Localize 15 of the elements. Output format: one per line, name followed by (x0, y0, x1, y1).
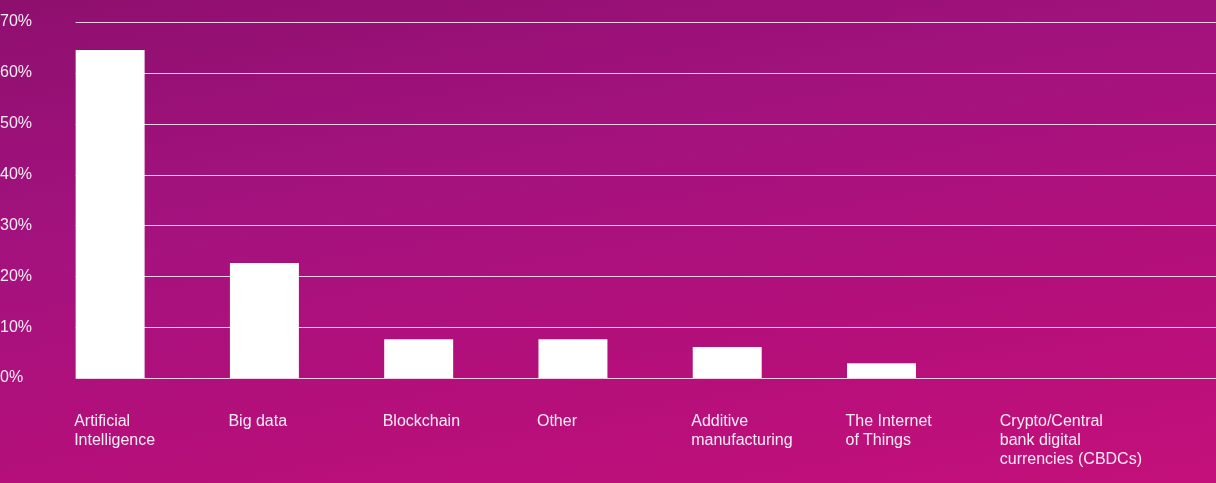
y-tick-label: 50% (0, 114, 33, 132)
y-tick-label: 10% (0, 317, 33, 335)
y-tick-label: 0% (0, 368, 24, 386)
x-tick-label: Blockchain (382, 412, 461, 430)
x-tick-label: The Internet of Things (845, 412, 933, 449)
x-tick-label: Artificial Intelligence (74, 412, 156, 449)
y-tick-label: 20% (0, 266, 33, 284)
x-tick-label: Big data (228, 412, 288, 430)
x-tick-label: Other (536, 412, 578, 430)
y-tick-label: 30% (0, 215, 33, 233)
x-tick-label: Additive manufacturing (691, 412, 793, 449)
x-tick-label: Crypto/Central bank digital currencies (CBDCs) (999, 412, 1143, 468)
y-tick-label: 70% (0, 12, 33, 30)
y-tick-label: 40% (0, 164, 33, 182)
y-tick-label: 60% (0, 63, 33, 81)
